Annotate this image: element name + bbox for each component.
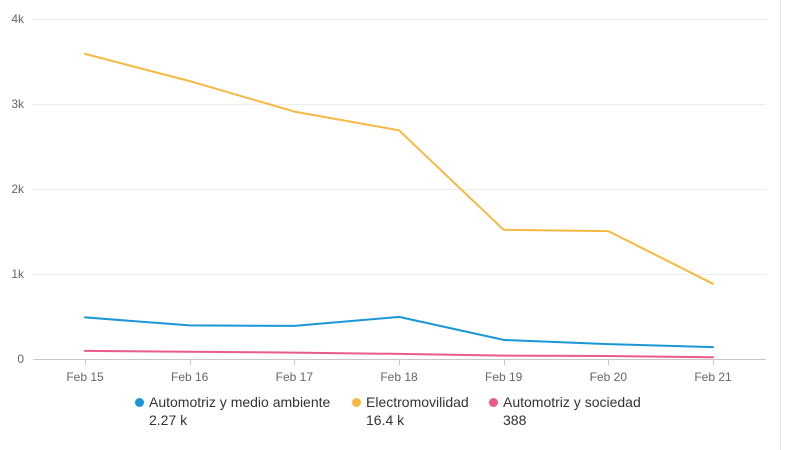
series-lines [84, 52, 714, 359]
series-line-2[interactable] [84, 52, 714, 285]
y-tick-label: 4k [11, 12, 25, 26]
x-tick-label: Feb 20 [590, 370, 628, 384]
legend-series-name: Electromovilidad [366, 394, 469, 410]
series-line-1[interactable] [84, 315, 714, 349]
x-tick-label: Feb 21 [694, 370, 732, 384]
series-line-3[interactable] [84, 349, 714, 359]
legend-series-total: 16.4 k [366, 412, 405, 428]
y-axis-tick-labels: 0 1k 2k 3k 4k [11, 12, 25, 366]
series-marker-icon [135, 398, 144, 407]
x-tick-label: Feb 16 [171, 370, 209, 384]
gridlines [33, 19, 766, 275]
x-tick-label: Feb 19 [485, 370, 523, 384]
legend-series-name: Automotriz y sociedad [503, 394, 641, 410]
series-marker-icon [489, 398, 498, 407]
panel-divider [780, 0, 781, 450]
legend-series-name: Automotriz y medio ambiente [149, 394, 331, 410]
x-tick-label: Feb 18 [380, 370, 418, 384]
y-tick-label: 3k [11, 97, 25, 111]
x-tick-label: Feb 15 [66, 370, 104, 384]
series-marker-icon [352, 398, 361, 407]
legend-series-total: 2.27 k [149, 412, 188, 428]
y-tick-label: 2k [11, 182, 25, 196]
legend: Automotriz y medio ambiente 2.27 k Elect… [0, 394, 785, 434]
axes [33, 359, 766, 365]
x-tick-label: Feb 17 [276, 370, 314, 384]
legend-series-total: 388 [503, 412, 527, 428]
y-tick-label: 1k [11, 267, 25, 281]
y-tick-label: 0 [17, 352, 24, 366]
x-axis-tick-labels: Feb 15 Feb 16 Feb 17 Feb 18 Feb 19 Feb 20 Feb … [66, 370, 732, 384]
